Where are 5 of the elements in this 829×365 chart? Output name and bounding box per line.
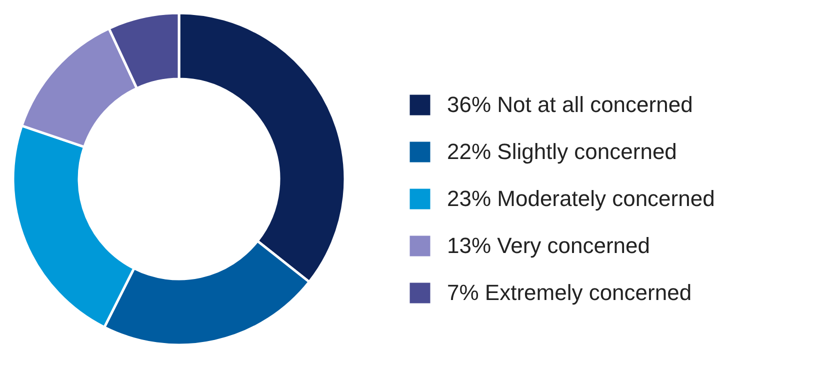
legend-label: 13% Very concerned — [447, 233, 650, 258]
legend-label: 22% Slightly concerned — [447, 139, 677, 164]
legend-label: 23% Moderately concerned — [447, 186, 715, 211]
legend-label: 36% Not at all concerned — [447, 92, 693, 117]
legend-label: 7% Extremely concerned — [447, 280, 692, 305]
